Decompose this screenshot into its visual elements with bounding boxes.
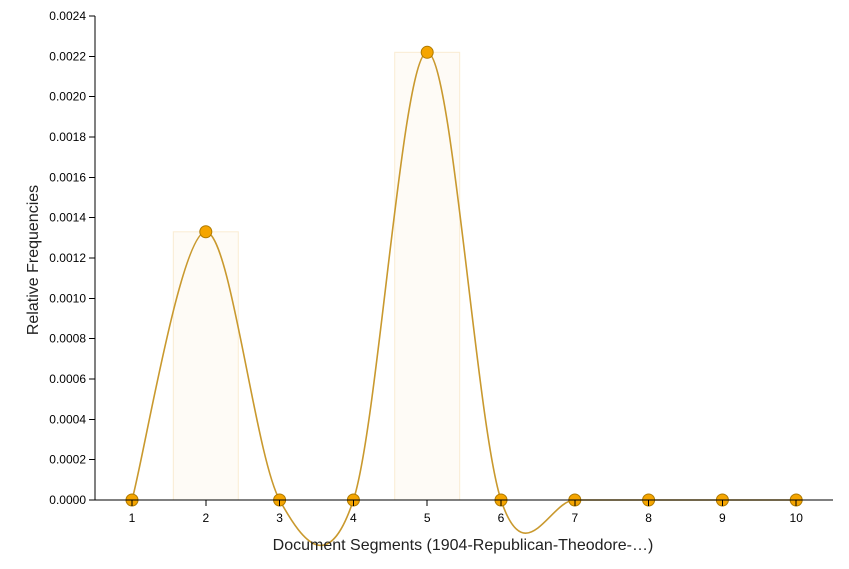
x-tick-label: 3 — [276, 511, 283, 525]
data-point[interactable] — [199, 225, 213, 239]
data-point[interactable] — [420, 45, 434, 59]
x-tick-label: 1 — [129, 511, 136, 525]
y-tick-label: 0.0018 — [49, 130, 86, 144]
x-axis-title: Document Segments (1904-Republican-Theod… — [273, 537, 654, 554]
bars-layer — [172, 51, 461, 501]
bar — [394, 51, 461, 501]
x-tick-label: 7 — [571, 511, 578, 525]
x-tick-label: 10 — [790, 511, 804, 525]
y-tick-label: 0.0002 — [49, 453, 86, 467]
y-tick-label: 0.0016 — [49, 170, 86, 184]
x-tick-label: 2 — [202, 511, 209, 525]
x-tick-label: 9 — [719, 511, 726, 525]
x-tick-label: 5 — [424, 511, 431, 525]
y-tick-label: 0.0012 — [49, 251, 86, 265]
y-tick-label: 0.0020 — [49, 90, 86, 104]
y-tick-label: 0.0008 — [49, 332, 86, 346]
y-tick-label: 0.0014 — [49, 211, 86, 225]
bar — [172, 231, 239, 501]
y-tick-label: 0.0022 — [49, 49, 86, 63]
x-axis: 1 2 3 4 5 6 7 8 9 10 — [95, 499, 833, 525]
y-tick-label: 0.0004 — [49, 412, 86, 426]
x-tick-label: 8 — [645, 511, 652, 525]
y-tick-label: 0.0024 — [49, 9, 86, 23]
y-tick-label: 0.0006 — [49, 372, 86, 386]
y-tick-label: 0.0000 — [49, 493, 86, 507]
y-tick-label: 0.0010 — [49, 291, 86, 305]
y-axis-title: Relative Frequencies — [25, 185, 42, 335]
x-tick-label: 4 — [350, 511, 357, 525]
y-axis: 0.0000 0.0002 0.0004 0.0006 0.0008 0.0010 0.00… — [49, 9, 96, 507]
x-tick-label: 6 — [498, 511, 505, 525]
